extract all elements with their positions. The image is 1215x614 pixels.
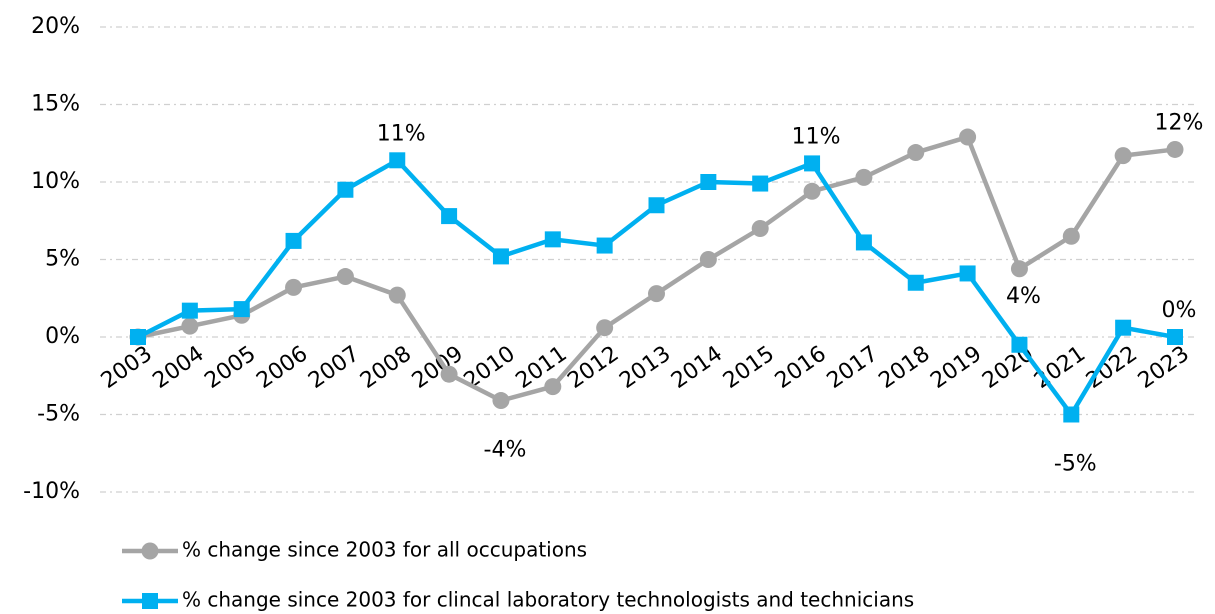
marker — [907, 274, 924, 291]
legend-marker — [141, 542, 159, 560]
marker — [700, 174, 717, 190]
marker — [855, 234, 872, 251]
x-tick-label: 2011 — [511, 341, 571, 394]
marker — [959, 265, 976, 282]
marker — [1166, 140, 1184, 158]
marker — [648, 197, 665, 214]
x-tick-label: 2017 — [823, 341, 883, 394]
marker — [181, 317, 199, 335]
marker — [544, 378, 562, 396]
x-tick-label: 2018 — [874, 341, 934, 394]
y-tick-label: 0% — [45, 324, 80, 349]
marker — [1114, 147, 1132, 165]
marker — [752, 175, 769, 192]
x-tick-label: 2003 — [97, 341, 157, 394]
marker — [544, 231, 561, 248]
data-label: 11% — [792, 124, 841, 149]
x-tick-label: 2020 — [978, 341, 1038, 394]
y-tick-label: 15% — [31, 92, 80, 117]
marker — [803, 182, 821, 200]
x-tick-label: 2016 — [771, 341, 831, 394]
marker — [389, 152, 406, 169]
marker — [285, 278, 303, 296]
marker — [648, 285, 665, 303]
y-tick-label: 20% — [31, 14, 80, 39]
legend-label: % change since 2003 for all occupations — [182, 538, 587, 562]
data-label: 12% — [1155, 110, 1204, 135]
x-tick-label: 2007 — [304, 341, 364, 394]
x-tick-label: 2014 — [667, 341, 727, 394]
marker — [596, 237, 613, 254]
data-label: 4% — [1006, 284, 1041, 309]
y-tick-label: -10% — [23, 479, 80, 504]
marker — [492, 392, 510, 410]
marker — [907, 144, 925, 162]
marker — [1062, 227, 1080, 245]
marker — [388, 286, 406, 304]
marker — [336, 268, 354, 286]
marker — [1115, 319, 1132, 336]
marker — [959, 128, 977, 146]
legend-marker — [142, 593, 158, 609]
x-tick-label: 2008 — [356, 341, 416, 394]
y-tick-label: 5% — [45, 247, 80, 272]
x-tick-label: 2013 — [615, 341, 675, 394]
marker — [751, 220, 769, 237]
x-tick-label: 2015 — [719, 341, 779, 394]
x-tick-label: 2019 — [926, 341, 986, 394]
marker — [441, 208, 458, 225]
x-tick-label: 2004 — [149, 341, 209, 394]
marker — [804, 155, 821, 172]
x-tick-label: 2006 — [252, 341, 312, 394]
marker — [233, 301, 250, 318]
marker — [492, 248, 509, 265]
y-tick-label: 10% — [31, 169, 80, 194]
data-label: -4% — [484, 438, 527, 463]
marker — [181, 302, 198, 319]
marker — [1063, 406, 1080, 423]
marker — [596, 319, 614, 337]
marker — [699, 251, 717, 268]
marker — [1011, 336, 1028, 353]
data-label: 11% — [377, 121, 426, 146]
marker — [337, 181, 354, 198]
marker — [285, 232, 302, 249]
y-tick-label: -5% — [37, 402, 80, 427]
data-label: -5% — [1054, 452, 1097, 477]
marker — [1167, 329, 1183, 345]
data-label: 0% — [1162, 298, 1197, 323]
x-tick-label: 2009 — [408, 341, 468, 394]
marker — [855, 168, 873, 186]
legend-label: % change since 2003 for clincal laborato… — [182, 588, 914, 612]
marker — [440, 365, 458, 383]
x-tick-label: 2023 — [1134, 341, 1194, 394]
marker — [1010, 260, 1028, 278]
marker — [130, 329, 146, 345]
x-tick-label: 2005 — [200, 341, 260, 394]
